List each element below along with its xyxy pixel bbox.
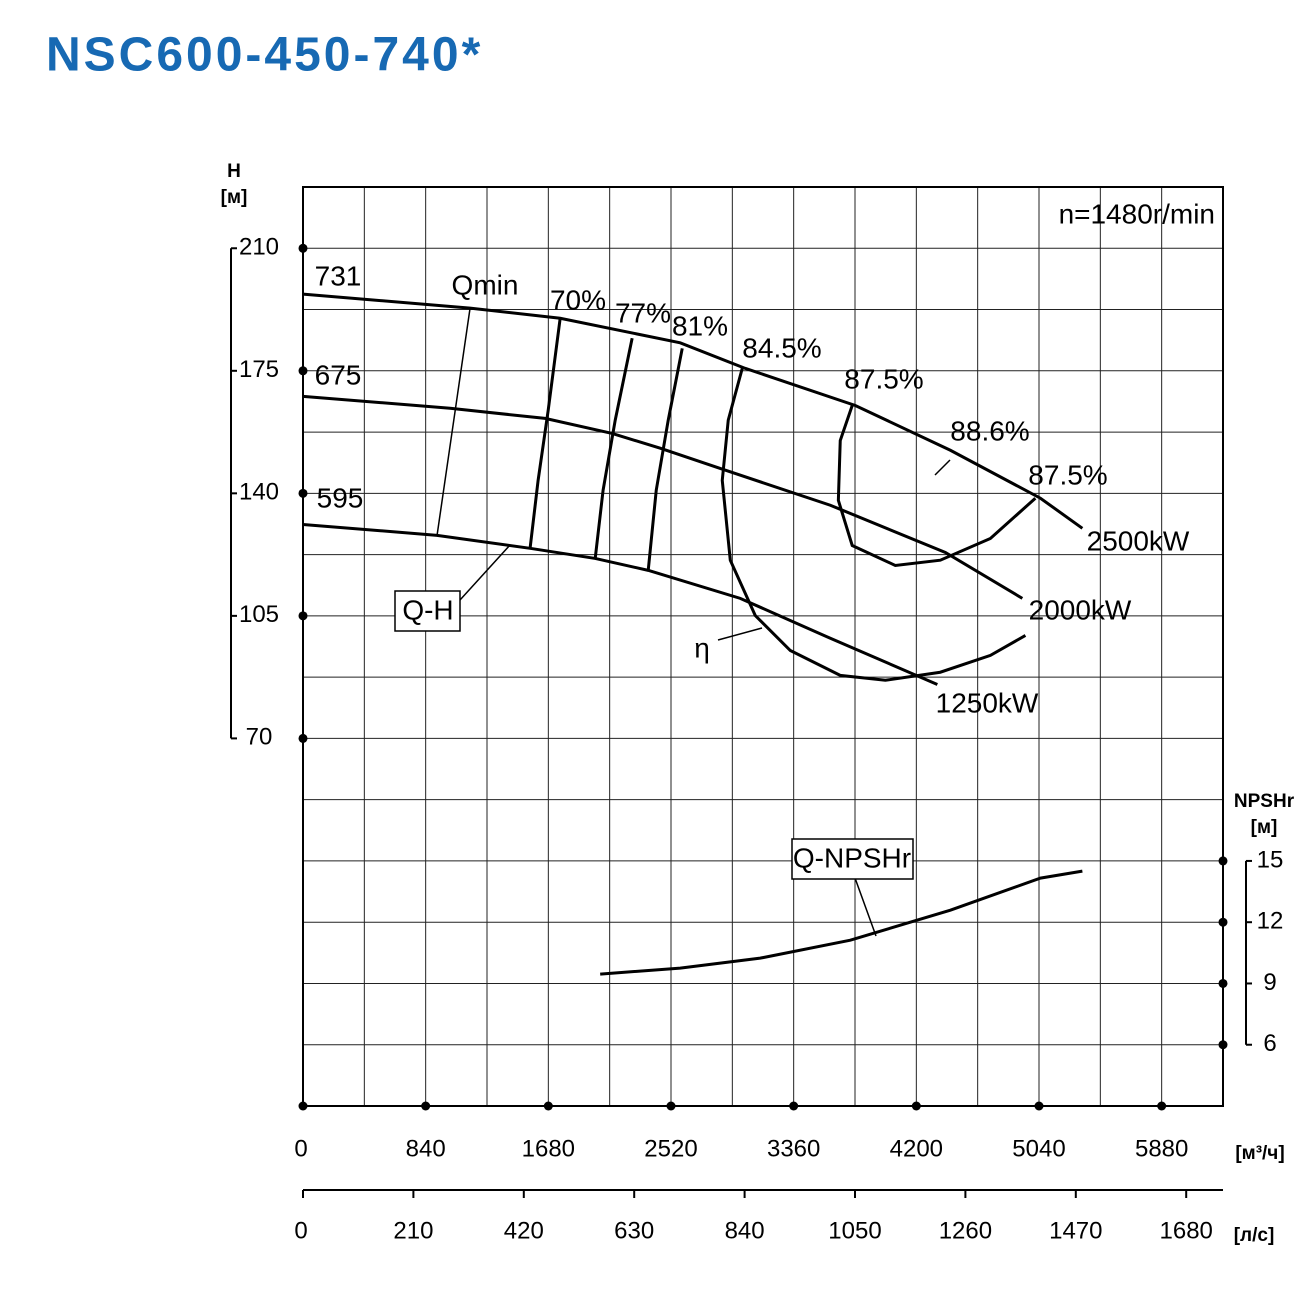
x2-tick-label: 1260 xyxy=(939,1217,992,1244)
y2-tick xyxy=(1218,978,1228,988)
impeller-label: 675 xyxy=(315,359,362,390)
qmin-label: Qmin xyxy=(452,269,519,300)
impeller-label: 731 xyxy=(315,260,362,291)
efficiency-curve xyxy=(646,348,684,571)
y2-axis-unit: [м] xyxy=(1251,817,1278,838)
y-tick xyxy=(298,243,308,253)
y2-tick-label: 6 xyxy=(1263,1030,1276,1057)
y-axis-unit: [м] xyxy=(221,187,248,208)
y-tick xyxy=(298,733,308,743)
power-label: 2000kW xyxy=(1029,594,1132,625)
x-tick xyxy=(1157,1101,1167,1111)
x2-tick-label: 1470 xyxy=(1049,1217,1102,1244)
efficiency-curve xyxy=(836,404,1037,567)
x-tick xyxy=(666,1101,676,1111)
y-tick-label: 210 xyxy=(239,234,279,261)
y-tick-label: 70 xyxy=(246,724,273,751)
y-tick-label: 105 xyxy=(239,601,279,628)
y2-tick xyxy=(1218,856,1228,866)
qh-curve xyxy=(302,394,1024,600)
qh-label: Q-H xyxy=(402,594,453,625)
y2-tick-label: 12 xyxy=(1257,908,1284,935)
x-tick-label: 5880 xyxy=(1135,1135,1188,1162)
x-tick xyxy=(911,1101,921,1111)
x2-tick-label: 420 xyxy=(504,1217,544,1244)
x2-tick-label: 1050 xyxy=(828,1217,881,1244)
efficiency-label: 70% xyxy=(550,284,606,315)
x2-tick-label: 0 xyxy=(294,1217,307,1244)
y-tick xyxy=(298,611,308,621)
label-box xyxy=(394,590,461,632)
x2-tick-label: 840 xyxy=(725,1217,765,1244)
efficiency-label: 77% xyxy=(615,297,671,328)
x-tick xyxy=(298,1101,308,1111)
qmin-line xyxy=(436,308,471,536)
peak-efficiency-label: 88.6% xyxy=(950,415,1029,446)
efficiency-label: 87.5% xyxy=(844,363,923,394)
eta-label: η xyxy=(694,632,710,663)
y-tick xyxy=(298,366,308,376)
chart-title: NSC600-450-740* xyxy=(46,29,483,82)
x-tick-label: 5040 xyxy=(1012,1135,1065,1162)
x-tick-label: 2520 xyxy=(644,1135,697,1162)
y2-axis-label: NPSHr xyxy=(1234,791,1295,812)
speed-label: n=1480r/min xyxy=(1059,198,1215,229)
power-label: 2500kW xyxy=(1087,525,1190,556)
efficiency-curve xyxy=(720,367,1027,682)
impeller-label: 595 xyxy=(317,482,364,513)
y2-tick xyxy=(1218,917,1228,927)
x-tick-label: 4200 xyxy=(890,1135,943,1162)
x-tick-label: 3360 xyxy=(767,1135,820,1162)
y2-tick-label: 15 xyxy=(1257,846,1284,873)
qh-curve xyxy=(302,292,1084,530)
x2-tick-label: 630 xyxy=(614,1217,654,1244)
efficiency-label: 87.5% xyxy=(1028,459,1107,490)
qh-curve xyxy=(302,522,938,686)
y2-tick xyxy=(1218,1040,1228,1050)
power-label: 1250kW xyxy=(936,687,1039,718)
npshr-curve xyxy=(600,869,1083,976)
y2-tick-label: 9 xyxy=(1263,969,1276,996)
plot-frame xyxy=(302,186,1224,1107)
x-tick xyxy=(421,1101,431,1111)
efficiency-label: 81% xyxy=(672,310,728,341)
x2-tick-label: 1680 xyxy=(1160,1217,1213,1244)
x2-axis-unit: [л/с] xyxy=(1234,1225,1275,1246)
leader xyxy=(717,627,763,641)
efficiency-curve xyxy=(528,318,562,549)
x-tick-label: 1680 xyxy=(522,1135,575,1162)
x-tick-label: 840 xyxy=(406,1135,446,1162)
x-tick xyxy=(789,1101,799,1111)
leader xyxy=(854,877,877,937)
x-axis-unit: [м³/ч] xyxy=(1235,1143,1284,1164)
npshr-label: Q-NPSHr xyxy=(793,842,911,873)
y-tick-label: 140 xyxy=(239,479,279,506)
x-tick-label: 0 xyxy=(294,1135,307,1162)
x-tick xyxy=(1034,1101,1044,1111)
leader xyxy=(459,544,511,601)
y-tick-label: 175 xyxy=(239,356,279,383)
efficiency-curve xyxy=(593,337,634,559)
y-tick xyxy=(298,488,308,498)
label-box xyxy=(791,838,914,880)
x-tick xyxy=(543,1101,553,1111)
leader xyxy=(934,459,951,476)
x2-tick-label: 210 xyxy=(393,1217,433,1244)
efficiency-label: 84.5% xyxy=(742,332,821,363)
y-axis-label: H xyxy=(227,161,241,182)
